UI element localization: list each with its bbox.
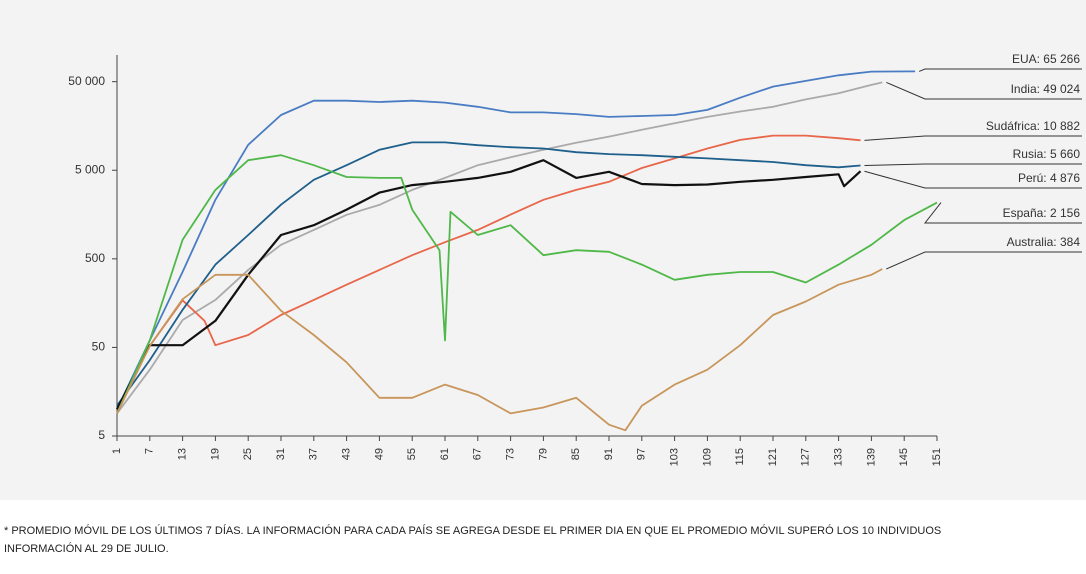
y-tick-label: 5 000 [75,162,105,176]
y-tick-label: 5 [98,428,105,442]
series-label: Sudáfrica: 10 882 [986,119,1080,133]
x-tick-label: 97 [636,448,648,460]
x-tick-label: 73 [505,448,517,460]
series-line [116,134,861,410]
x-tick-label: 13 [177,448,189,460]
x-tick-label: 91 [603,448,615,460]
series-label: Australia: 384 [1007,235,1081,249]
series-line [116,81,883,414]
leader-line [886,251,1082,270]
series-line [116,268,883,432]
x-tick-label: 79 [537,448,549,460]
x-tick-label: 55 [406,448,418,460]
series-label: EUA: 65 266 [1012,52,1080,66]
leader-line [923,202,1082,224]
y-tick-label: 50 000 [68,74,105,88]
footnote: * PROMEDIO MÓVIL DE LOS ÚLTIMOS 7 DÍAS. … [4,524,941,537]
series-line [116,141,861,407]
x-tick-label: 133 [833,448,845,466]
x-tick-label: 25 [242,448,254,460]
series-label: España: 2 156 [1003,206,1081,220]
x-tick-label: 43 [341,448,353,460]
series-label: Perú: 4 876 [1018,171,1080,185]
x-tick-label: 1 [111,448,123,454]
leader-line [864,170,1082,189]
x-tick-label: 139 [865,448,877,466]
x-tick-label: 151 [931,448,943,466]
x-tick-label: 145 [898,448,910,466]
x-tick-label: 7 [144,448,156,454]
x-tick-label: 127 [800,448,812,466]
footnote: INFORMACIÓN AL 29 DE JULIO. [4,542,169,555]
series-line [116,154,938,414]
x-tick-label: 121 [767,448,779,466]
leader-line [864,163,1082,166]
leader-line [918,68,1082,72]
y-tick-label: 500 [85,251,105,265]
y-tick-label: 50 [92,340,106,354]
x-tick-label: 19 [209,448,221,460]
leader-line [886,81,1082,100]
chart-background [0,0,1086,500]
series-label: Rusia: 5 660 [1013,147,1081,161]
leader-line [864,135,1082,141]
x-tick-label: 103 [669,448,681,466]
x-tick-label: 37 [308,448,320,460]
x-tick-label: 109 [701,448,713,466]
x-tick-label: 61 [439,448,451,460]
x-tick-label: 67 [472,448,484,460]
x-tick-label: 31 [275,448,287,460]
x-tick-label: 49 [373,448,385,460]
series-line [116,70,916,410]
series-label: India: 49 024 [1011,82,1081,96]
x-tick-label: 85 [570,448,582,460]
x-tick-label: 115 [734,448,746,466]
